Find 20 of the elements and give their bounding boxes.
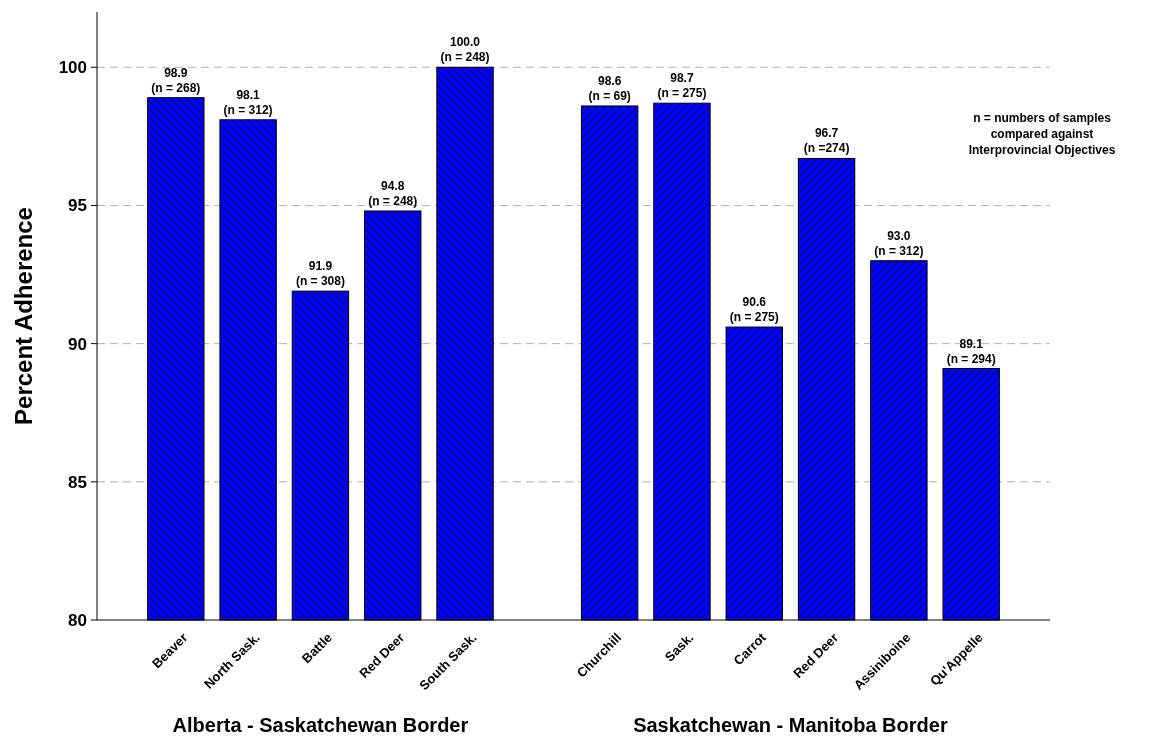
data-label: 100.0 (n = 248)	[440, 35, 490, 65]
y-tick-label: 80	[68, 610, 87, 630]
data-label: 93.0 (n = 312)	[874, 228, 924, 258]
data-label: 98.6 (n = 69)	[588, 73, 631, 103]
text: Alberta - Saskatchewan Border	[172, 714, 469, 736]
data-label: 98.9 (n = 268)	[151, 65, 201, 95]
data-label: 90.6 (n = 275)	[729, 295, 779, 325]
data-label: 91.9 (n = 308)	[295, 259, 345, 289]
y-tick-label: 85	[68, 472, 87, 492]
y-tick-label: 100	[58, 58, 87, 78]
y-tick-label: 90	[68, 334, 87, 354]
data-label: 94.8 (n = 248)	[368, 178, 418, 208]
text: Saskatchewan - Manitoba Border	[633, 714, 948, 736]
data-label: 98.1 (n = 312)	[223, 87, 273, 117]
annotation: n = numbers of samples compared against Interprovincial Objectives	[968, 111, 1116, 157]
y-axis-title: Percent Adherence	[10, 207, 37, 425]
data-label: 98.7 (n = 275)	[657, 71, 707, 101]
y-tick-label: 95	[68, 196, 87, 216]
data-label: 89.1 (n = 294)	[946, 336, 996, 366]
data-label: 96.7 (n =274)	[803, 126, 850, 156]
